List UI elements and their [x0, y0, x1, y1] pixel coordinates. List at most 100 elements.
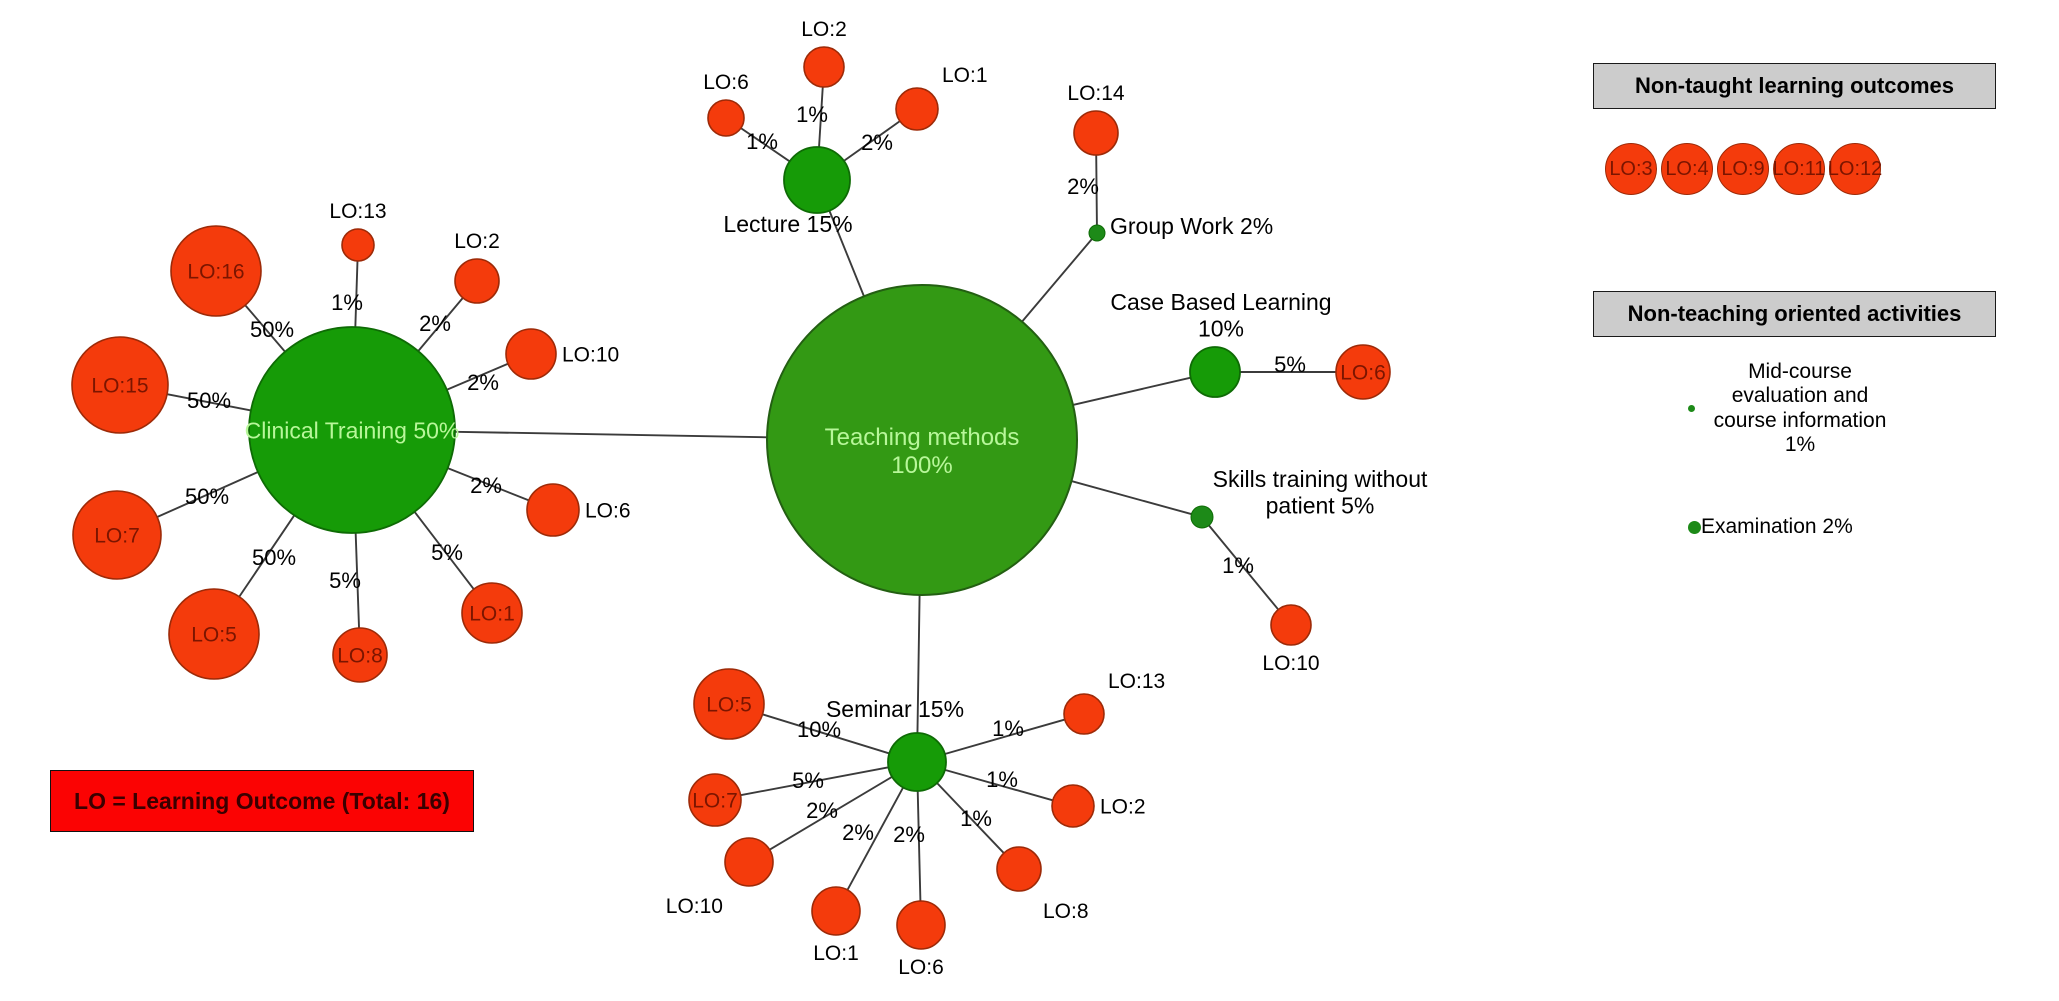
- lo-label: LO:2: [1100, 796, 1146, 819]
- lo-node-lo2[interactable]: LO:2: [454, 230, 500, 304]
- method-circle[interactable]: [887, 732, 947, 792]
- lo-circle[interactable]: [1051, 784, 1095, 828]
- method-circle[interactable]: [783, 146, 851, 214]
- lo-node-lo2[interactable]: LO:2: [801, 18, 847, 88]
- method-label: Clinical Training 50%: [245, 417, 460, 443]
- lo-circle[interactable]: [724, 837, 774, 887]
- edge-clinical-training-to-lo-LO16-0: [244, 304, 286, 353]
- lo-node-lo10[interactable]: LO:10: [666, 837, 774, 918]
- edge-weight-label: 1%: [1222, 553, 1254, 578]
- lo-circle[interactable]: [1335, 344, 1391, 400]
- edge-weight-label: 2%: [806, 798, 838, 823]
- edge-center-to-skills-training-without-patient: [1070, 480, 1193, 516]
- lo-node-lo10[interactable]: LO:10: [1262, 604, 1320, 675]
- lo-label: LO:15: [91, 375, 148, 398]
- edge-seminar-to-lo-LO5-0: [761, 713, 891, 755]
- edge-weight-label: 50%: [250, 317, 294, 342]
- edge-seminar-to-lo-LO8-7: [936, 782, 1005, 855]
- lo-node-lo15[interactable]: LO:15: [71, 336, 169, 434]
- non-taught-lo-chip[interactable]: LO:4: [1661, 143, 1713, 195]
- lo-node-lo14[interactable]: LO:14: [1067, 82, 1125, 156]
- lo-circle[interactable]: [693, 668, 765, 740]
- method-circle[interactable]: [248, 326, 456, 534]
- method-node-group-work[interactable]: Group Work 2%: [1088, 213, 1273, 242]
- lo-node-lo2[interactable]: LO:2: [1051, 784, 1146, 828]
- method-node-lecture[interactable]: Lecture 15%: [723, 146, 853, 237]
- lo-circle[interactable]: [170, 225, 262, 317]
- method-node-case-based-learning[interactable]: Case Based Learning 10%: [1110, 289, 1332, 398]
- non-taught-lo-chip[interactable]: LO:11: [1772, 143, 1826, 195]
- lo-circle[interactable]: [1270, 604, 1312, 646]
- lo-circle[interactable]: [341, 228, 375, 262]
- lo-circle[interactable]: [168, 588, 260, 680]
- lo-node-lo8[interactable]: LO:8: [332, 627, 388, 683]
- lo-node-lo1[interactable]: LO:1: [895, 64, 988, 131]
- non-taught-lo-chip[interactable]: LO:9: [1717, 143, 1769, 195]
- lo-node-lo5[interactable]: LO:5: [168, 588, 260, 680]
- edge-center-to-group-work: [1021, 238, 1093, 323]
- lo-circle[interactable]: [896, 900, 946, 950]
- non-taught-lo-chip-label: LO:11: [1772, 157, 1826, 180]
- lo-circle[interactable]: [332, 627, 388, 683]
- lo-circle[interactable]: [461, 582, 523, 644]
- edge-weight-label: 2%: [470, 473, 502, 498]
- method-node-seminar[interactable]: Seminar 15%: [826, 696, 964, 792]
- method-circle[interactable]: [1088, 224, 1106, 242]
- method-label: Lecture 15%: [723, 211, 852, 237]
- method-node-skills-training-without-patient[interactable]: Skills training without patient 5%: [1190, 466, 1428, 529]
- lo-circle[interactable]: [895, 87, 939, 131]
- lo-label: LO:1: [942, 64, 988, 87]
- method-node-clinical-training[interactable]: Clinical Training 50%: [245, 326, 460, 534]
- lo-circle[interactable]: [526, 483, 580, 537]
- non-taught-lo-chip[interactable]: LO:12: [1828, 143, 1882, 195]
- edge-weight-label: 5%: [792, 768, 824, 793]
- lo-node-lo1[interactable]: LO:1: [811, 886, 861, 965]
- lo-node-lo6[interactable]: LO:6: [1335, 344, 1391, 400]
- lo-circle[interactable]: [707, 99, 745, 137]
- lo-key-legend: LO = Learning Outcome (Total: 16): [50, 770, 474, 832]
- lo-circle[interactable]: [811, 886, 861, 936]
- lo-node-lo16[interactable]: LO:16: [170, 225, 262, 317]
- lo-node-lo8[interactable]: LO:8: [996, 846, 1089, 923]
- lo-circle[interactable]: [996, 846, 1042, 892]
- lo-circle[interactable]: [71, 336, 169, 434]
- lo-node-lo13[interactable]: LO:13: [329, 200, 387, 262]
- edge-clinical-training-to-lo-LO10-3: [445, 362, 509, 391]
- edge-center-to-case-based-learning: [1072, 376, 1192, 406]
- non-taught-lo-chip-label: LO:4: [1665, 157, 1709, 180]
- edge-lecture-to-lo-LO2-1: [818, 86, 824, 149]
- lo-circle[interactable]: [1073, 110, 1119, 156]
- lo-circle[interactable]: [72, 490, 162, 580]
- edge-weight-label: 1%: [331, 290, 363, 315]
- activity-mid-course-evaluation[interactable]: Mid-course evaluation and course informati…: [1688, 360, 1905, 457]
- edge-seminar-to-lo-LO7-2: [739, 766, 890, 797]
- center-circle[interactable]: [766, 284, 1078, 596]
- non-taught-chip-row: LO:3 LO:4 LO:9 LO:11 LO:12: [1605, 143, 1882, 195]
- activity-examination[interactable]: Examination 2%: [1688, 515, 1911, 539]
- non-taught-lo-chip[interactable]: LO:3: [1605, 143, 1657, 195]
- edge-weight-label: 2%: [842, 820, 874, 845]
- lo-node-lo7[interactable]: LO:7: [72, 490, 162, 580]
- center-node[interactable]: Teaching methods 100%: [766, 284, 1078, 596]
- lo-label: LO:16: [187, 261, 244, 284]
- lo-circle[interactable]: [454, 258, 500, 304]
- edge-weight-label: 5%: [1274, 352, 1306, 377]
- edge-seminar-to-lo-LO2-3: [943, 768, 1054, 802]
- lo-node-lo1[interactable]: LO:1: [461, 582, 523, 644]
- method-circle[interactable]: [1189, 346, 1241, 398]
- lo-circle[interactable]: [505, 328, 557, 380]
- lo-node-lo7[interactable]: LO:7: [688, 773, 742, 827]
- lo-circle[interactable]: [803, 46, 845, 88]
- lo-node-lo5[interactable]: LO:5: [693, 668, 765, 740]
- lo-node-lo10[interactable]: LO:10: [505, 328, 619, 380]
- edge-center-to-seminar: [916, 594, 921, 734]
- lo-node-lo6[interactable]: LO:6: [526, 483, 631, 537]
- lo-node-lo13[interactable]: LO:13: [1063, 670, 1165, 735]
- method-circle[interactable]: [1190, 505, 1214, 529]
- edge-weight-label: 5%: [431, 540, 463, 565]
- lo-circle[interactable]: [688, 773, 742, 827]
- lo-node-lo6[interactable]: LO:6: [703, 71, 749, 137]
- lo-circle[interactable]: [1063, 693, 1105, 735]
- lo-node-lo6[interactable]: LO:6: [896, 900, 946, 979]
